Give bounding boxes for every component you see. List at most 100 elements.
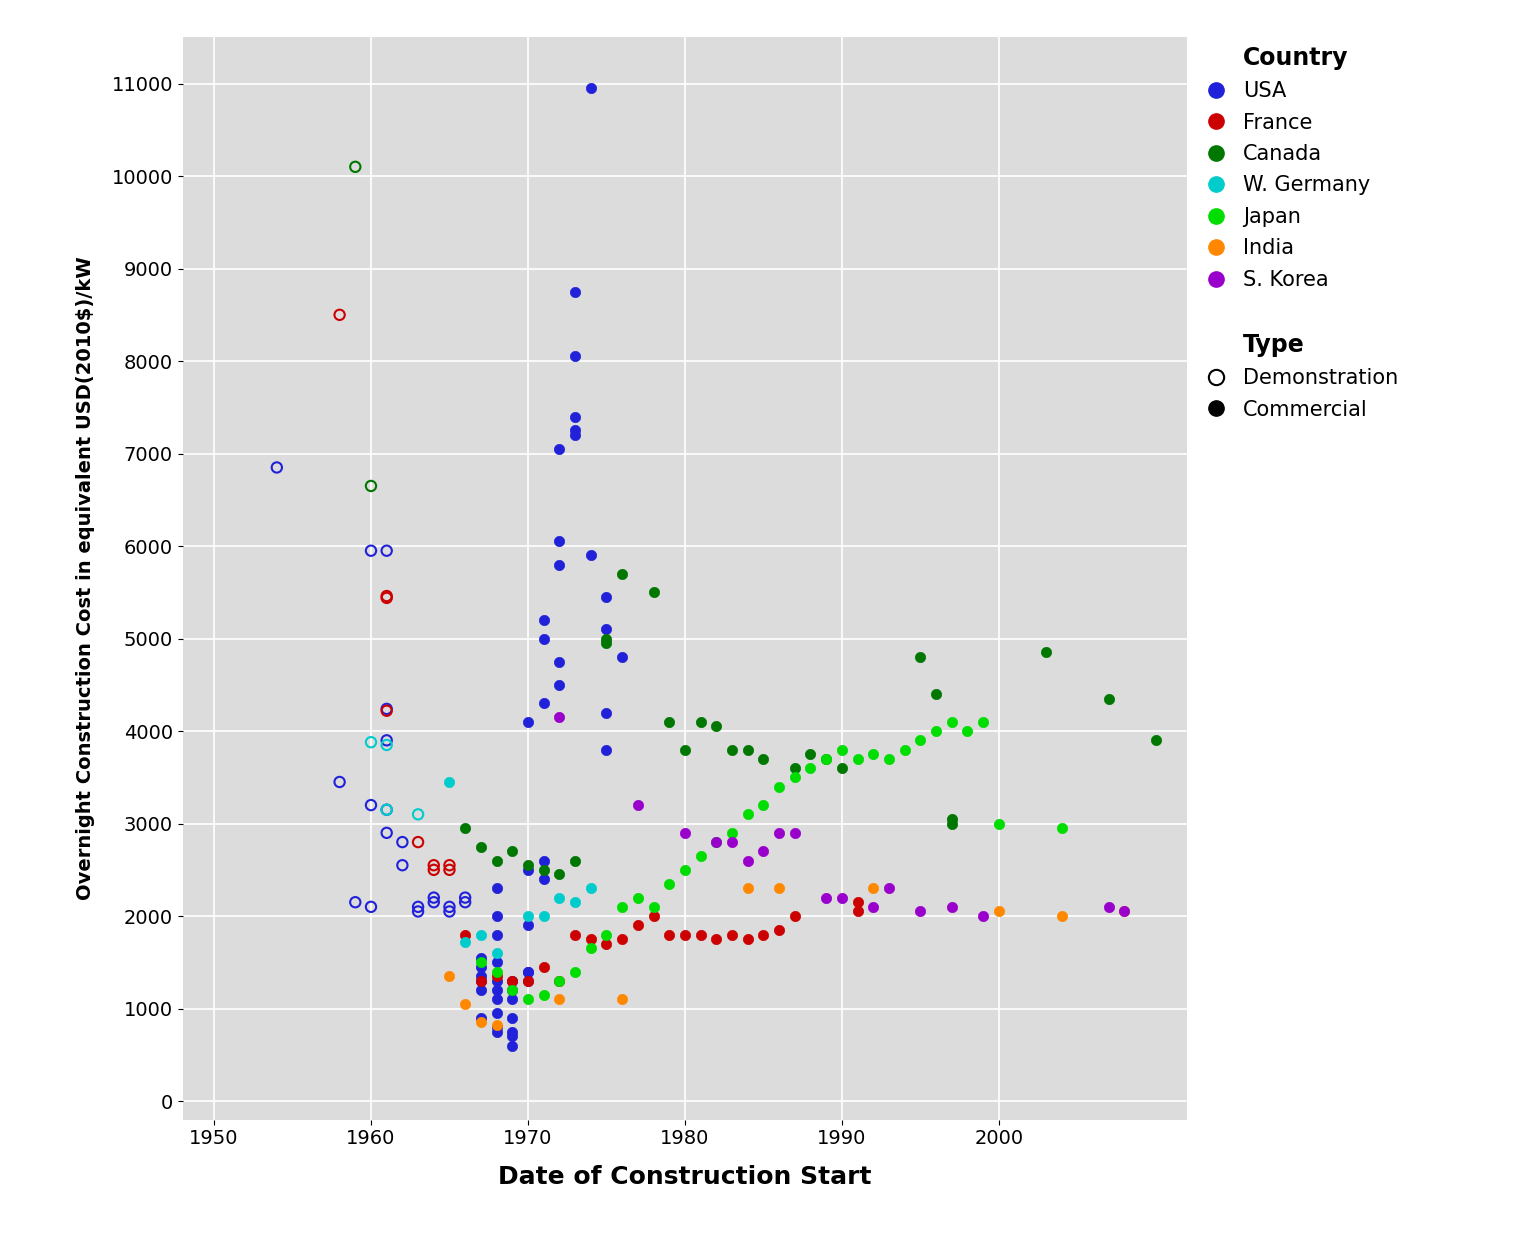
Point xyxy=(422,860,446,880)
Point xyxy=(484,943,508,963)
Point xyxy=(610,564,635,583)
Point xyxy=(469,953,493,973)
Point xyxy=(484,970,508,990)
Point xyxy=(563,892,587,912)
Point xyxy=(610,897,635,917)
Point xyxy=(501,1021,525,1041)
Point xyxy=(516,989,540,1009)
Point xyxy=(1050,819,1075,838)
Point xyxy=(578,545,603,565)
Point xyxy=(1096,897,1120,917)
Point xyxy=(563,851,587,871)
Point xyxy=(563,281,587,301)
Point xyxy=(406,832,431,852)
Point xyxy=(484,953,508,973)
Point xyxy=(454,932,478,952)
Point xyxy=(469,980,493,1000)
Point xyxy=(327,773,352,792)
Point xyxy=(546,531,571,551)
Point xyxy=(924,684,948,704)
Point xyxy=(359,476,384,496)
Point xyxy=(705,929,729,949)
Point xyxy=(799,758,823,778)
Point xyxy=(546,989,571,1009)
Point xyxy=(484,1021,508,1041)
Point xyxy=(531,628,556,648)
Point xyxy=(437,856,461,876)
Point xyxy=(531,860,556,880)
Point xyxy=(342,157,367,177)
Point xyxy=(829,758,854,778)
Point xyxy=(406,897,431,917)
Point xyxy=(437,967,461,986)
Point xyxy=(501,970,525,990)
Point xyxy=(422,888,446,908)
Point xyxy=(531,957,556,977)
Point xyxy=(359,541,384,561)
Point xyxy=(626,888,650,908)
Point xyxy=(437,860,461,880)
Point xyxy=(359,897,384,917)
Point xyxy=(501,980,525,1000)
Point xyxy=(501,841,525,861)
Point xyxy=(829,888,854,908)
Point xyxy=(1033,642,1058,662)
Point xyxy=(546,708,571,728)
Point xyxy=(594,633,618,653)
Point xyxy=(374,588,399,608)
Point xyxy=(342,892,367,912)
Point xyxy=(563,407,587,427)
Point xyxy=(956,722,980,741)
Point xyxy=(845,892,869,912)
Point xyxy=(610,929,635,949)
Point xyxy=(546,652,571,672)
Point xyxy=(986,902,1011,922)
Point xyxy=(484,1015,508,1035)
Point xyxy=(516,962,540,982)
Point xyxy=(594,628,618,648)
Point xyxy=(531,693,556,713)
Point xyxy=(359,733,384,753)
Point xyxy=(799,744,823,764)
Point xyxy=(939,712,963,731)
Point xyxy=(578,929,603,949)
Legend: Country, USA, France, Canada, W. Germany, Japan, India, S. Korea,  , Type, Demon: Country, USA, France, Canada, W. Germany… xyxy=(1198,37,1406,428)
Point xyxy=(406,805,431,825)
Point xyxy=(924,722,948,741)
Point xyxy=(610,989,635,1009)
Point xyxy=(594,740,618,760)
Point xyxy=(469,957,493,977)
Point xyxy=(469,1008,493,1028)
Point xyxy=(594,934,618,954)
Point xyxy=(546,970,571,990)
Point xyxy=(437,902,461,922)
Point xyxy=(516,906,540,926)
Point xyxy=(516,962,540,982)
Point xyxy=(422,892,446,912)
Point xyxy=(484,962,508,982)
Point xyxy=(546,865,571,884)
Point xyxy=(626,795,650,815)
Point xyxy=(374,700,399,720)
Point xyxy=(735,878,759,898)
Point xyxy=(406,902,431,922)
Point xyxy=(484,967,508,986)
Point xyxy=(374,735,399,755)
Point xyxy=(767,822,791,842)
Point xyxy=(546,555,571,575)
Point xyxy=(484,980,508,1000)
Point xyxy=(546,439,571,459)
Point xyxy=(658,712,682,731)
Point xyxy=(767,878,791,898)
Point xyxy=(688,846,712,866)
Point xyxy=(563,420,587,440)
Point xyxy=(782,758,807,778)
Y-axis label: Overnight Construction Cost in equivalent USD(2010$)/kW: Overnight Construction Cost in equivalen… xyxy=(76,256,94,901)
Point xyxy=(374,586,399,606)
Point xyxy=(578,938,603,958)
Point xyxy=(735,740,759,760)
Point xyxy=(454,924,478,944)
Point xyxy=(752,924,776,944)
Point xyxy=(939,814,963,833)
Point xyxy=(437,897,461,917)
